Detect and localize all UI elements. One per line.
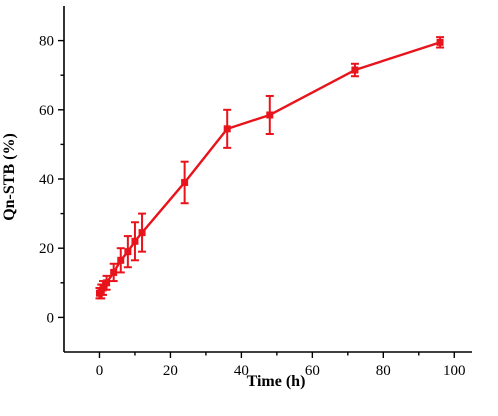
data-point xyxy=(351,66,359,74)
x-tick-label: 80 xyxy=(376,363,391,379)
series-line xyxy=(98,41,441,295)
y-tick-label: 20 xyxy=(39,241,54,257)
data-point xyxy=(223,125,231,133)
x-tick-label: 20 xyxy=(163,363,178,379)
series-layer xyxy=(95,36,445,300)
data-point xyxy=(103,279,111,287)
y-tick-label: 80 xyxy=(39,34,54,50)
data-point xyxy=(131,237,139,245)
y-axis-label: Qn-STB (%) xyxy=(1,133,18,221)
x-tick-label: 0 xyxy=(96,363,104,379)
data-point xyxy=(266,111,274,119)
x-tick-label: 40 xyxy=(234,363,249,379)
x-axis-label: Time (h) xyxy=(247,373,306,390)
data-point xyxy=(110,268,118,276)
data-point xyxy=(124,248,132,256)
data-point xyxy=(181,178,189,186)
data-point xyxy=(138,229,146,237)
data-point xyxy=(99,284,107,292)
y-tick-label: 60 xyxy=(39,103,54,119)
x-tick-label: 60 xyxy=(305,363,320,379)
data-point xyxy=(436,38,444,46)
x-tick-label: 100 xyxy=(443,363,466,379)
y-tick-label: 0 xyxy=(47,310,55,326)
y-tick-label: 40 xyxy=(39,172,54,188)
axes: 0 20 40 60 80 100 0 20 40 60 80 xyxy=(39,6,472,379)
data-point xyxy=(117,256,125,264)
